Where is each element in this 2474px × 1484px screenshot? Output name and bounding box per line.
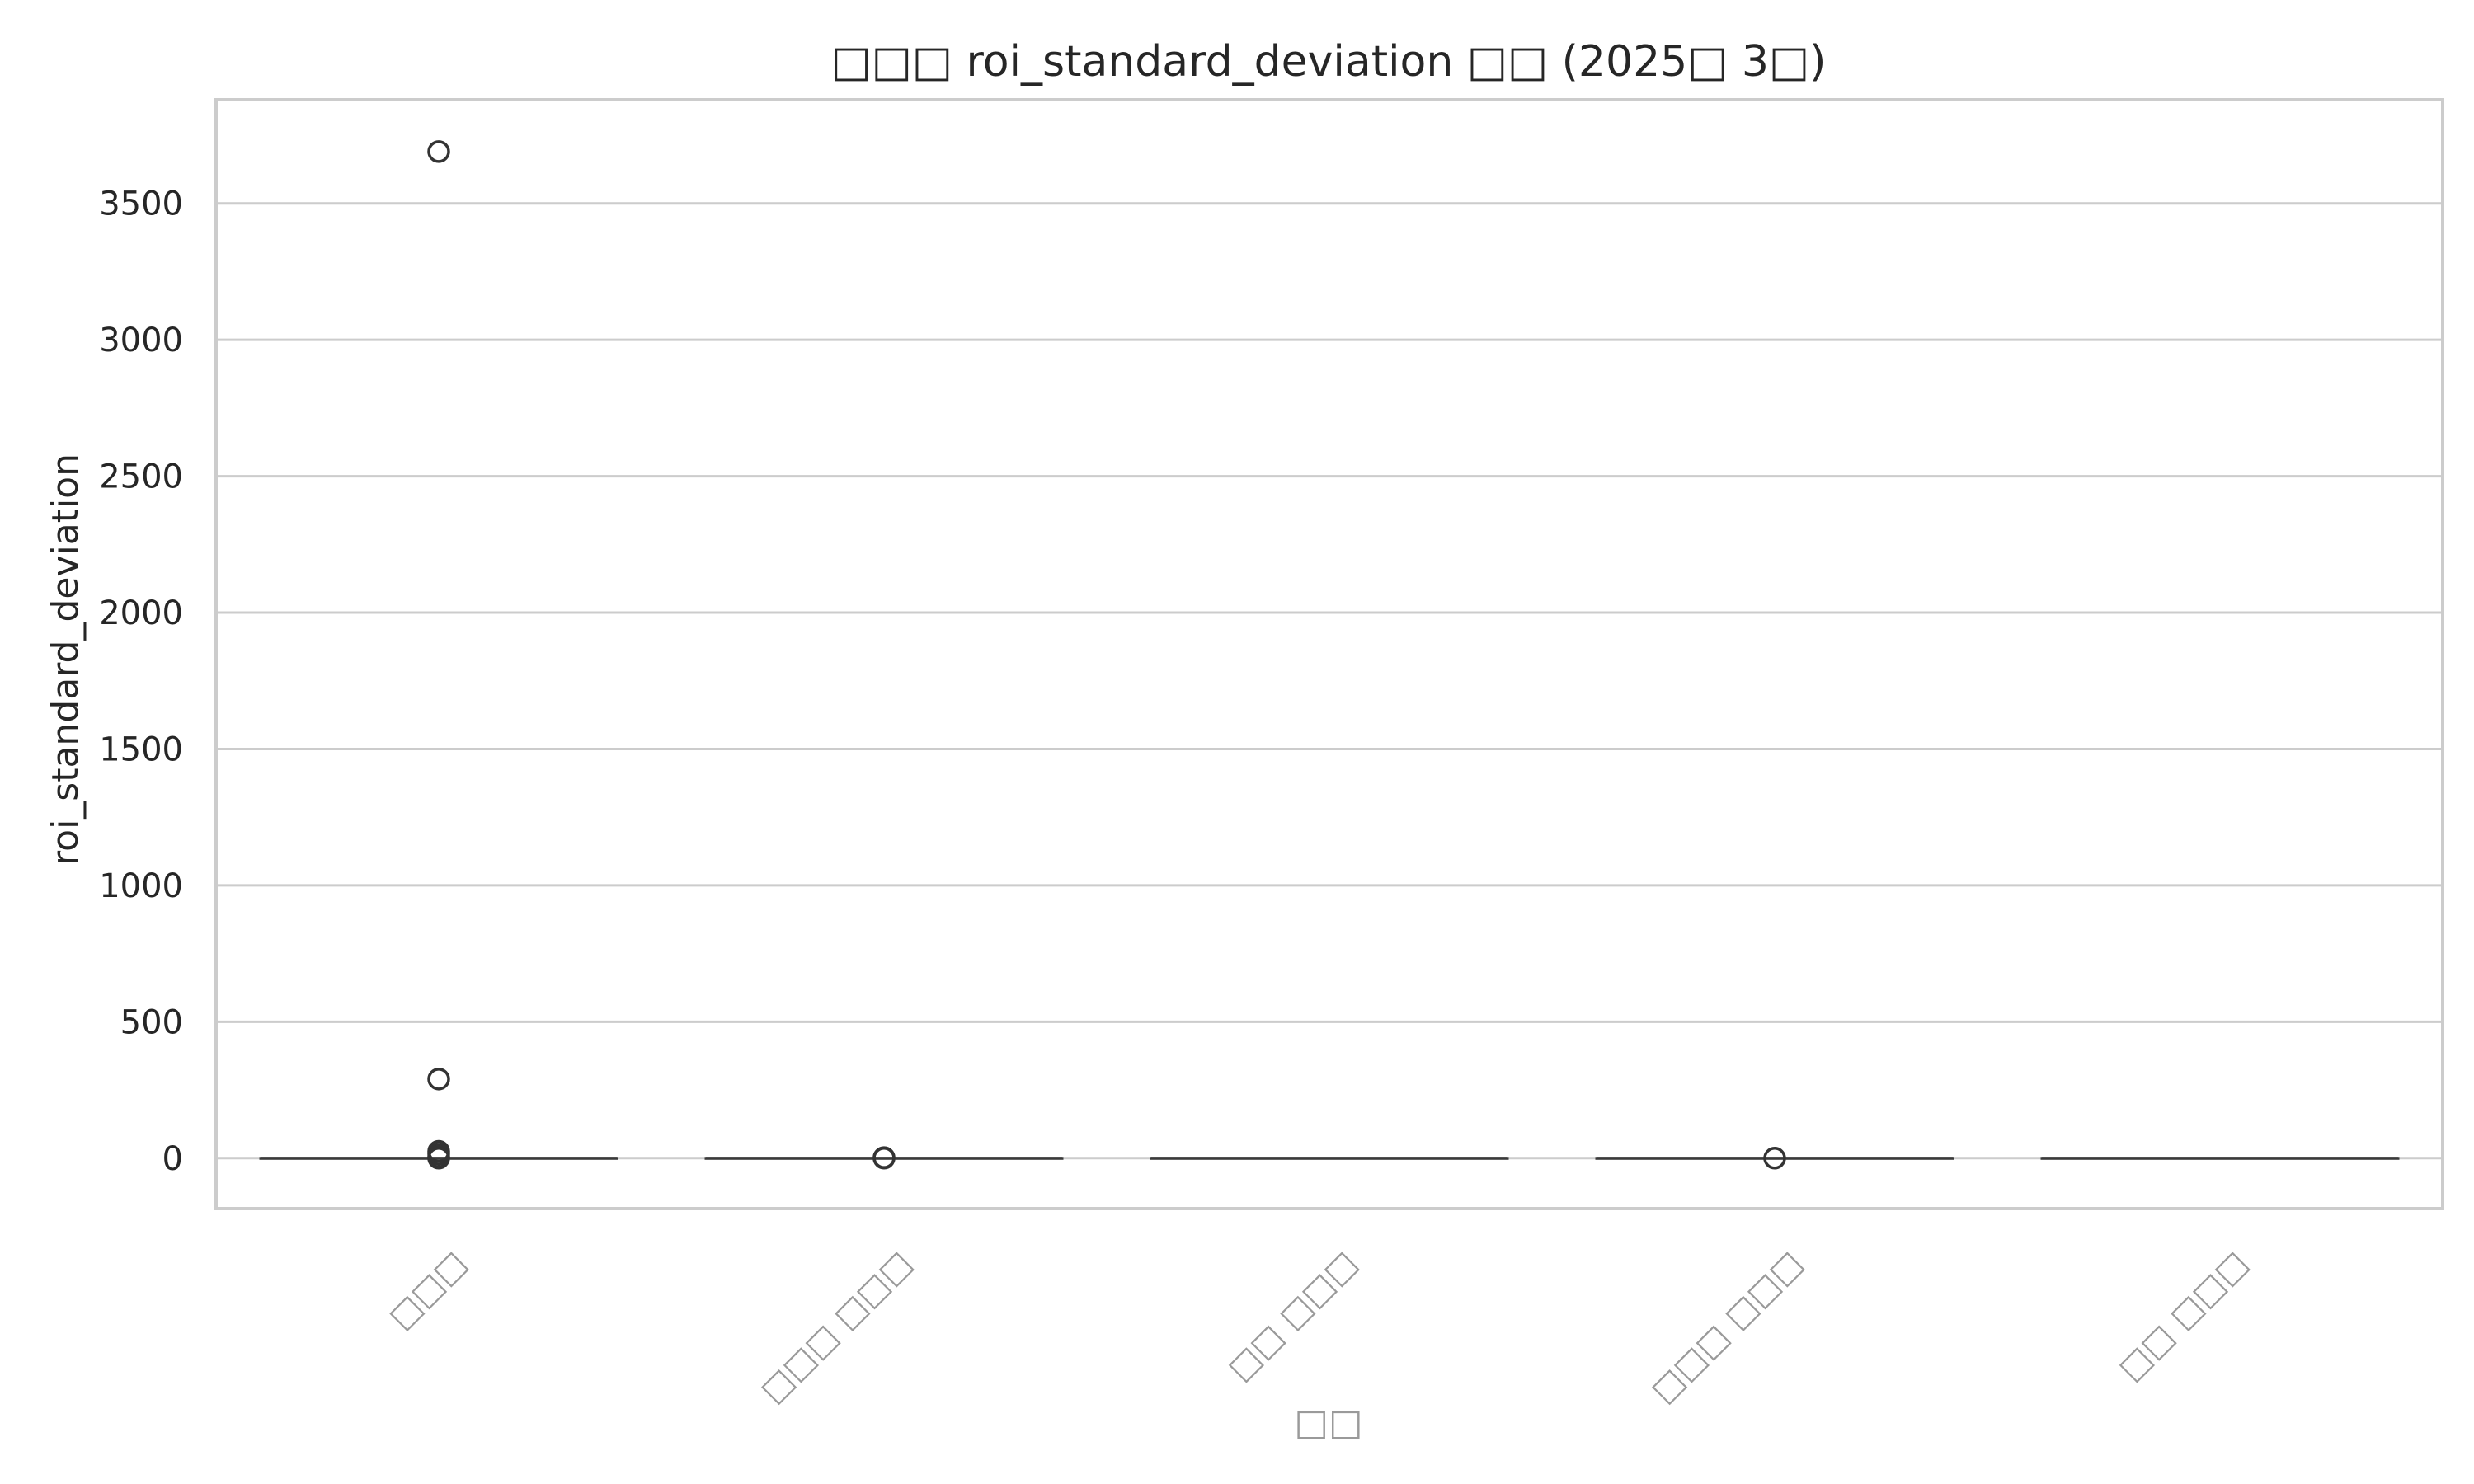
x-tick-label: □□□ □□□ — [1644, 1244, 1810, 1411]
x-axis-label: □□ — [1294, 1402, 1362, 1444]
chart-title: □□□ roi_standard_deviation □□ (2025□ 3□) — [831, 37, 1827, 87]
box-series — [259, 1157, 2400, 1160]
outlier-point — [427, 140, 450, 163]
y-tick-label: 3000 — [99, 322, 183, 359]
y-tick-label: 1000 — [99, 867, 183, 905]
outlier-point — [1763, 1147, 1786, 1170]
y-tick-label: 1500 — [99, 730, 183, 768]
y-tick-labels: 0 500 1000 1500 2000 2500 3000 3500 — [99, 186, 183, 1178]
x-tick-label: □□□ □□□ — [753, 1244, 920, 1411]
outlier-point — [427, 1068, 450, 1091]
outlier-points — [427, 140, 1786, 1170]
gridlines — [216, 202, 2443, 1160]
y-axis-label: roi_standard_deviation — [45, 453, 87, 866]
y-tick-label: 0 — [162, 1140, 183, 1178]
x-tick-label: □□ □□□ — [2111, 1244, 2255, 1388]
y-tick-label: 3500 — [99, 186, 183, 223]
y-tick-label: 2500 — [99, 458, 183, 496]
x-tick-labels: □□□ □□□ □□□ □□ □□□ □□□ □□□ □□ □□□ — [381, 1244, 2255, 1411]
x-tick-label: □□□ — [381, 1244, 474, 1337]
y-tick-label: 2000 — [99, 594, 183, 632]
y-tick-label: 500 — [120, 1003, 183, 1041]
plot-frame — [214, 98, 2444, 1210]
x-tick-label: □□ □□□ — [1221, 1244, 1365, 1388]
outlier-point — [427, 1147, 450, 1170]
outlier-point — [872, 1147, 896, 1170]
